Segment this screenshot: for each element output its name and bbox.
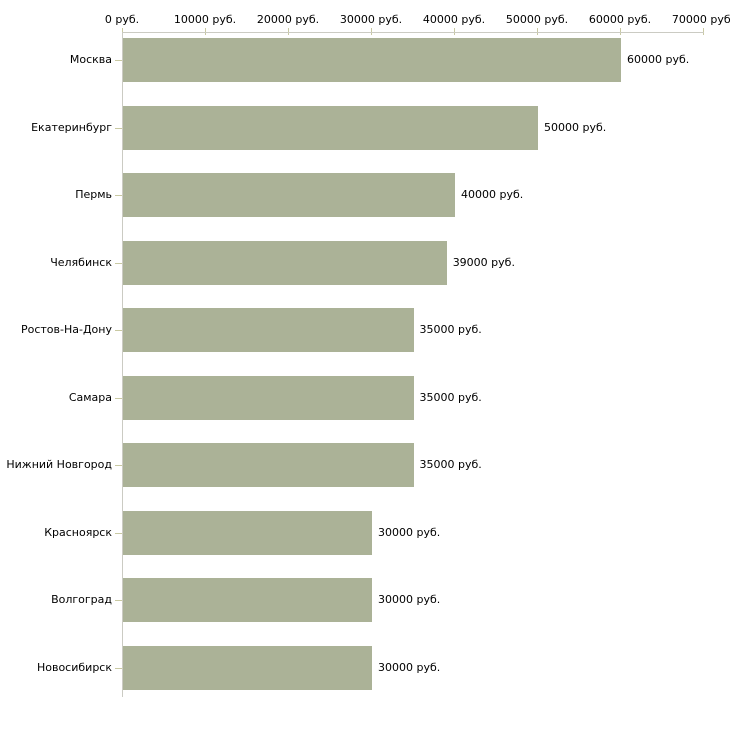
x-tick: [620, 28, 621, 35]
y-tick: [115, 60, 122, 61]
x-tick: [371, 28, 372, 35]
category-label: Нижний Новгород: [6, 458, 112, 472]
x-tick-label: 50000 руб.: [505, 13, 569, 26]
category-label: Ростов-На-Дону: [20, 323, 112, 337]
y-tick: [115, 263, 122, 264]
y-tick: [115, 600, 122, 601]
x-tick: [288, 28, 289, 35]
y-tick: [115, 668, 122, 669]
bar: [123, 308, 414, 353]
bar: [123, 443, 414, 488]
x-tick: [703, 28, 704, 35]
y-tick: [115, 398, 122, 399]
y-tick: [115, 533, 122, 534]
value-label: 35000 руб.: [419, 323, 482, 337]
category-label: Челябинск: [50, 255, 112, 269]
category-label: Пермь: [75, 188, 112, 202]
category-label: Самара: [68, 390, 112, 404]
value-label: 40000 руб.: [461, 188, 524, 202]
bar: [123, 240, 447, 285]
value-label: 30000 руб.: [378, 593, 441, 607]
x-tick-label: 0 руб.: [104, 13, 140, 26]
category-label: Екатеринбург: [31, 120, 112, 134]
x-tick: [205, 28, 206, 35]
category-label: Волгоград: [51, 593, 112, 607]
x-tick: [537, 28, 538, 35]
bar: [123, 510, 372, 555]
value-label: 35000 руб.: [419, 390, 482, 404]
bar: [123, 38, 621, 82]
x-tick: [454, 28, 455, 35]
y-tick: [115, 195, 122, 196]
value-label: 39000 руб.: [452, 255, 515, 269]
x-tick-label: 30000 руб.: [339, 13, 403, 26]
bar: [123, 173, 455, 218]
y-tick: [115, 465, 122, 466]
y-axis-line: [122, 32, 123, 697]
value-label: 50000 руб.: [544, 120, 607, 134]
value-label: 30000 руб.: [378, 525, 441, 539]
bar: [123, 645, 372, 690]
x-tick-label: 60000 руб.: [588, 13, 652, 26]
x-tick: [122, 28, 123, 35]
bar: [123, 105, 538, 150]
value-label: 35000 руб.: [419, 458, 482, 472]
bar: [123, 375, 414, 420]
bar: [123, 578, 372, 623]
category-label: Москва: [69, 53, 112, 66]
category-label: Новосибирск: [36, 660, 112, 674]
category-label: Красноярск: [44, 525, 112, 539]
y-tick: [115, 128, 122, 129]
value-label: 60000 руб.: [627, 53, 690, 66]
x-tick-label: 10000 руб.: [173, 13, 237, 26]
y-tick: [115, 330, 122, 331]
x-axis-line: [122, 32, 704, 33]
x-tick-label: 70000 руб.: [671, 13, 730, 26]
x-tick-label: 20000 руб.: [256, 13, 320, 26]
x-tick-label: 40000 руб.: [422, 13, 486, 26]
value-label: 30000 руб.: [378, 660, 441, 674]
